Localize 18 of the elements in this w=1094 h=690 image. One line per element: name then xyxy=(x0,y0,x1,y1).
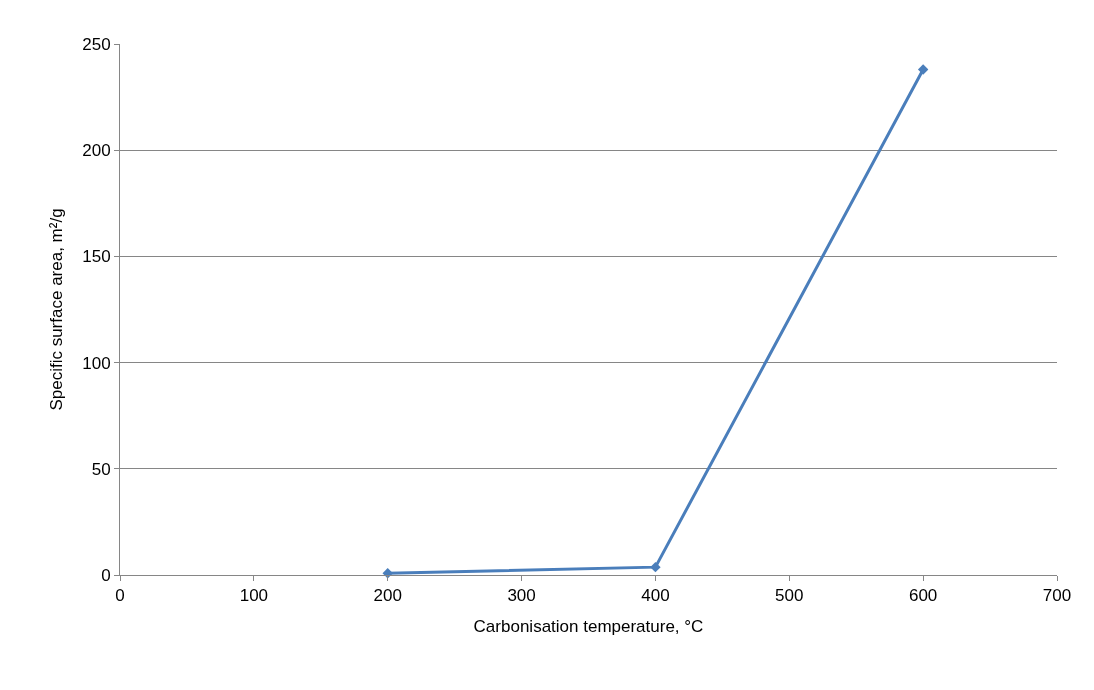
y-tick-label: 100 xyxy=(82,353,111,373)
point xyxy=(917,64,929,75)
x-tick-label: 300 xyxy=(507,586,536,606)
y-axis-title: Specific surface area, m²/g xyxy=(46,208,66,411)
x-tick-label: 100 xyxy=(239,586,269,606)
y-tick-label: 150 xyxy=(82,247,111,267)
x-tick-label: 400 xyxy=(641,586,670,606)
y-tick-label: 250 xyxy=(82,34,111,54)
y-tick-label: 0 xyxy=(101,565,111,585)
x-tick-label: 200 xyxy=(373,586,402,606)
x-axis-title: Carbonisation temperature, °C xyxy=(473,616,704,636)
y-tick-label: 50 xyxy=(91,459,111,479)
x-tick-label: 0 xyxy=(115,586,125,606)
x-tick-label: 700 xyxy=(1042,586,1072,606)
x-tick-label: 600 xyxy=(908,586,938,606)
y-tick-label: 200 xyxy=(82,141,111,161)
x-tick-label: 500 xyxy=(775,586,804,606)
point xyxy=(650,561,661,573)
